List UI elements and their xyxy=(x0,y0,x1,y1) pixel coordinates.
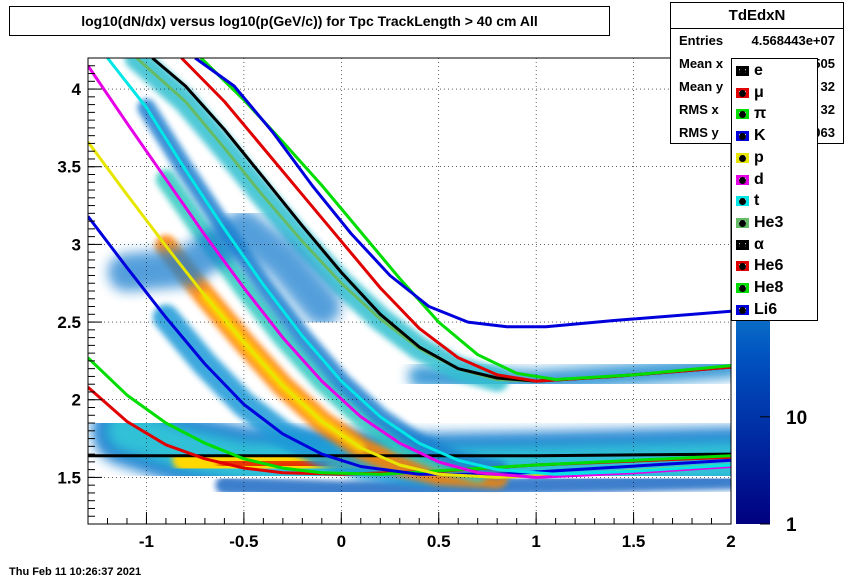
curve-d xyxy=(88,64,731,479)
stats-value: 4.568443e+07 xyxy=(751,33,835,48)
legend-marker-dot xyxy=(739,154,746,162)
stats-label: RMS x xyxy=(679,102,719,117)
legend-marker-dot xyxy=(739,263,746,271)
stats-value: 32 xyxy=(820,79,835,94)
z-tick-label: 1 xyxy=(786,515,797,536)
legend-label: He3 xyxy=(754,213,784,231)
y-tick-label: 1.5 xyxy=(57,468,81,487)
legend-label: He6 xyxy=(754,257,784,275)
legend-label: e xyxy=(754,62,763,79)
stats-label: Mean y xyxy=(679,79,724,94)
legend-item-k: K xyxy=(734,125,816,147)
stats-label: Entries xyxy=(679,33,724,48)
x-tick-label: -0.5 xyxy=(229,532,258,551)
legend-label: d xyxy=(754,170,764,188)
legend-marker-dot xyxy=(739,306,746,314)
stats-row-entries: Entries 4.568443e+07 xyxy=(679,30,839,52)
legend-item-p: p xyxy=(734,147,816,169)
timestamp: Thu Feb 11 10:26:37 2021 xyxy=(9,566,142,578)
legend-marker-dot xyxy=(739,241,746,249)
y-tick-label: 3 xyxy=(72,235,81,254)
legend-marker-dot xyxy=(739,68,746,75)
x-tick-label: 1 xyxy=(531,532,540,551)
legend-item-d: d xyxy=(734,169,816,191)
legend-marker-dot xyxy=(739,111,746,119)
curve-he6 xyxy=(180,58,731,383)
axis-ticks: -1 -0.5 0 0.5 1 1.5 2 1.5 2 2.5 3 3.5 4 xyxy=(57,57,736,551)
legend-label: π xyxy=(754,105,767,123)
stats-label: Mean x xyxy=(679,56,724,71)
stats-row-rms-y: RMS y 063 xyxy=(679,122,839,144)
y-tick-label: 2 xyxy=(72,391,81,410)
stats-value: 063 xyxy=(813,125,835,140)
legend-label: μ xyxy=(754,83,764,101)
curve-e xyxy=(88,452,731,458)
legend-marker-dot xyxy=(739,198,746,206)
x-tick-label: -1 xyxy=(139,532,154,551)
legend-label: K xyxy=(754,127,766,145)
y-tick-label: 2.5 xyxy=(57,313,81,332)
legend-marker-dot xyxy=(739,285,746,292)
legend-item-mu: μ xyxy=(734,82,816,104)
y-tick-label: 3.5 xyxy=(57,158,81,177)
legend-label: He8 xyxy=(754,279,784,296)
x-tick-label: 0 xyxy=(337,532,346,551)
density-high-blob xyxy=(108,209,341,326)
stats-row-rms-x: RMS x 32 xyxy=(679,99,839,121)
legend-item-he3: He3 xyxy=(734,212,816,234)
curve-li6 xyxy=(194,58,731,329)
chart-title: log10(dN/dx) versus log10(p(GeV/c)) for … xyxy=(9,6,610,36)
stats-histogram-name: TdEdxN xyxy=(671,3,843,29)
legend-item-he8: He8 xyxy=(734,277,816,299)
legend-item-he6: He6 xyxy=(734,255,816,277)
legend-marker-dot xyxy=(739,219,746,227)
y-tick-label: 4 xyxy=(72,80,82,99)
legend-marker-dot xyxy=(739,176,746,184)
band-curves xyxy=(88,58,731,479)
legend-marker-dot xyxy=(739,133,746,141)
curve-p xyxy=(88,141,731,479)
legend-label: t xyxy=(754,192,760,210)
legend-label: p xyxy=(754,148,764,166)
legend-item-t: t xyxy=(734,190,816,212)
z-tick-label: 10 xyxy=(786,408,807,429)
legend-label: Li6 xyxy=(754,300,778,318)
curve-pi xyxy=(88,356,731,476)
stats-row-mean-y: Mean y 32 xyxy=(679,76,839,98)
curve-k xyxy=(88,215,731,476)
legend-item-alpha: α xyxy=(734,234,816,256)
legend-item-li6: Li6 xyxy=(734,299,816,321)
legend-item-e: e xyxy=(734,60,816,82)
curve-t xyxy=(106,58,731,476)
stats-label: RMS y xyxy=(679,125,719,140)
x-tick-label: 0.5 xyxy=(427,532,451,551)
stats-value: 32 xyxy=(820,102,835,117)
legend-marker-dot xyxy=(739,89,746,97)
x-tick-label: 1.5 xyxy=(622,532,646,551)
legend-item-pi: π xyxy=(734,103,816,125)
legend-label: α xyxy=(754,235,764,253)
x-tick-label: 2 xyxy=(726,532,735,551)
